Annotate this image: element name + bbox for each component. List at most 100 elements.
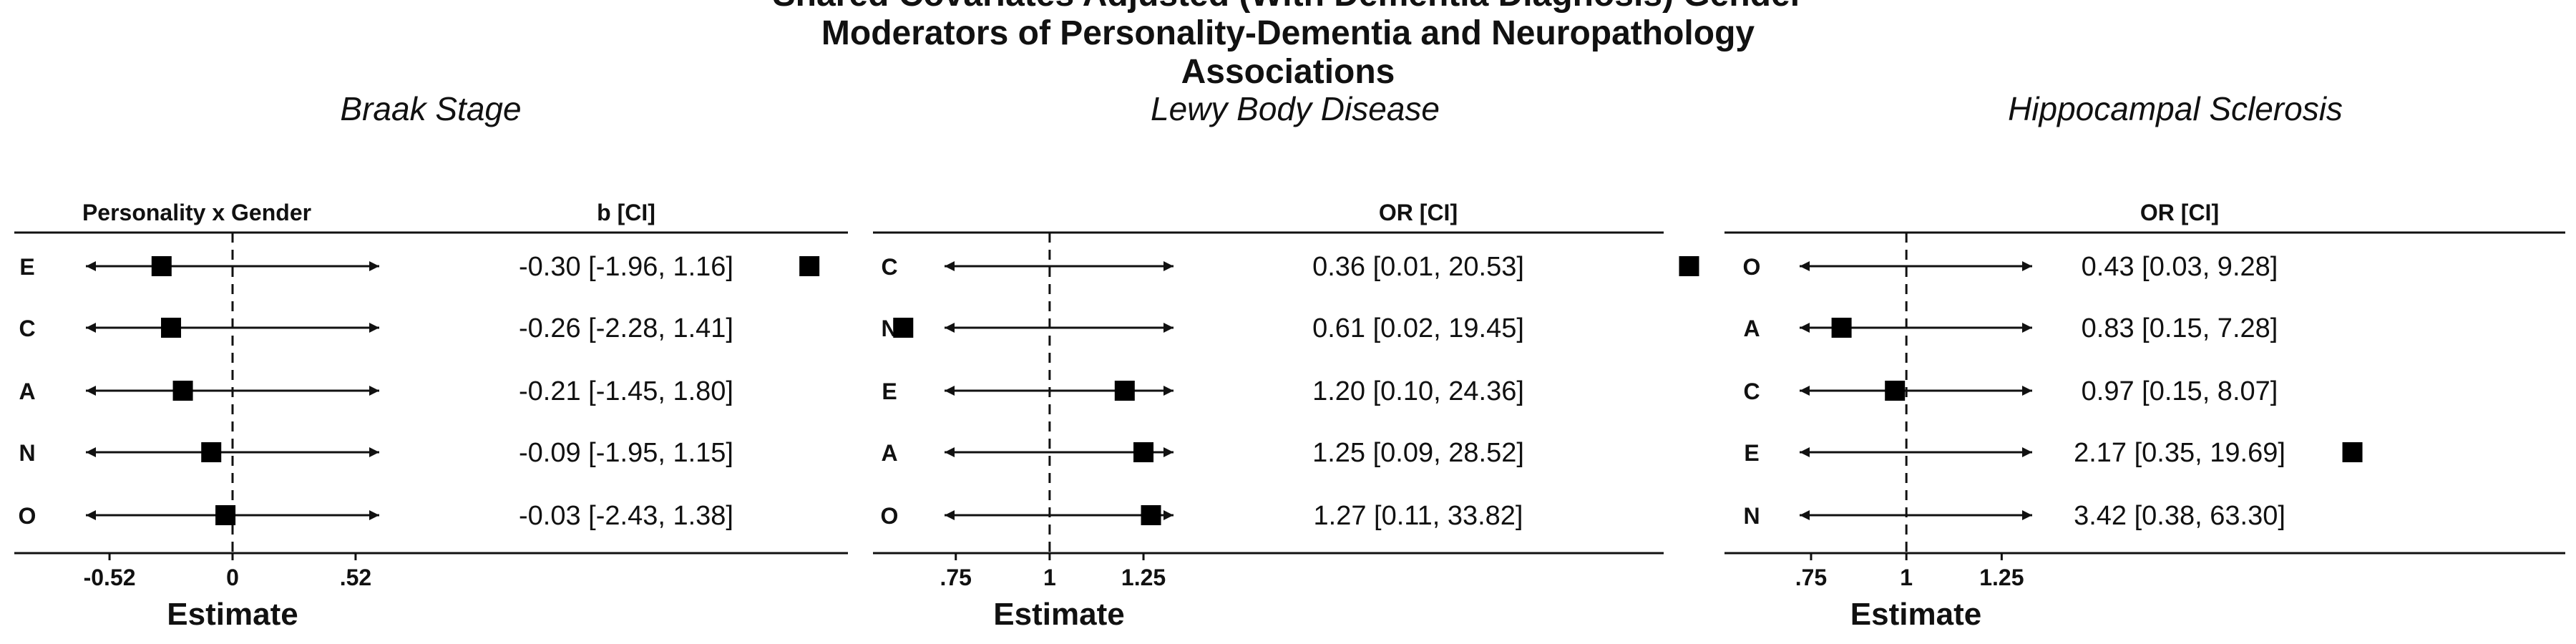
x-axis-label: Estimate <box>993 597 1124 632</box>
ci-label: 1.25 [0.09, 28.52] <box>1312 438 1524 468</box>
ci-label: 3.42 [0.38, 63.30] <box>2074 501 2285 531</box>
ci-arrow-right <box>2022 386 2032 396</box>
row-label: A <box>19 379 35 404</box>
ci-arrow-right <box>369 386 379 396</box>
point-estimate <box>1141 505 1161 525</box>
x-axis-label: Estimate <box>1850 597 1981 632</box>
forest-panel-1: Braak Stage Personality x Gender b [CI] E -0… <box>14 90 848 632</box>
ci-arrow-left <box>86 261 96 271</box>
x-tick-label: .52 <box>340 565 371 590</box>
x-tick-label: 1.25 <box>1121 565 1166 590</box>
ci-arrow-left <box>86 447 96 457</box>
ci-arrow-right <box>2022 447 2032 457</box>
figure-title-line-2: Moderators of Personality-Dementia and N… <box>821 14 1755 52</box>
figure-title-line-1: Shared Covariates Adjusted (With Dementi… <box>773 0 1804 14</box>
ci-arrow-right <box>1163 510 1174 520</box>
ci-arrow-right <box>1163 386 1174 396</box>
forest-panel-3: Hippocampal Sclerosis OR [CI] O 0.43 [0.03,… <box>1679 90 2565 632</box>
row-label: C <box>19 316 35 341</box>
row-label: E <box>19 254 34 280</box>
ci-arrow-left <box>1800 261 1810 271</box>
ci-arrow-right <box>2022 323 2032 333</box>
figure-title-line-3: Associations <box>1181 53 1395 91</box>
ci-label: 1.20 [0.10, 24.36] <box>1312 376 1524 406</box>
point-estimate <box>151 256 172 276</box>
row-label: N <box>1743 503 1760 529</box>
row-label: E <box>1744 440 1759 466</box>
ci-arrow-left <box>1800 323 1810 333</box>
row-label: N <box>19 440 35 466</box>
forest-panel-2: Lewy Body Disease OR [CI] C 0.36 [0.01, 20.… <box>799 90 1664 632</box>
x-tick-label: 1.25 <box>1979 565 2024 590</box>
ci-arrow-right <box>2022 510 2032 520</box>
ci-arrow-right <box>1163 323 1174 333</box>
panel-subtitle: Lewy Body Disease <box>1151 90 1440 127</box>
ci-header: OR [CI] <box>2140 200 2219 225</box>
row-label: C <box>1743 379 1760 404</box>
ci-label: -0.26 [-2.28, 1.41] <box>519 313 733 343</box>
x-tick-label: .75 <box>940 565 971 590</box>
ci-label: -0.09 [-1.95, 1.15] <box>519 438 733 468</box>
point-estimate <box>1885 381 1906 401</box>
row-label: C <box>881 254 897 280</box>
ci-arrow-right <box>369 510 379 520</box>
x-tick-label: -0.52 <box>84 565 136 590</box>
point-estimate <box>1133 442 1154 462</box>
row-label: A <box>881 440 897 466</box>
ci-arrow-right <box>1163 447 1174 457</box>
point-estimate <box>1114 381 1135 401</box>
row-label: A <box>1743 316 1760 341</box>
ci-label: -0.30 [-1.96, 1.16] <box>519 252 733 282</box>
point-estimate <box>799 256 820 276</box>
ci-arrow-left <box>1800 510 1810 520</box>
ci-label: 0.36 [0.01, 20.53] <box>1312 252 1524 282</box>
point-estimate <box>201 442 222 462</box>
x-axis-label: Estimate <box>167 597 298 632</box>
ci-label: 0.83 [0.15, 7.28] <box>2082 313 2278 343</box>
ci-label: -0.21 [-1.45, 1.80] <box>519 376 733 406</box>
row-header: Personality x Gender <box>82 200 311 225</box>
point-estimate <box>161 318 182 338</box>
ci-arrow-right <box>369 323 379 333</box>
x-tick-label: 1 <box>1043 565 1056 590</box>
x-tick-label: .75 <box>1795 565 1827 590</box>
ci-arrow-left <box>945 447 955 457</box>
ci-arrow-left <box>1800 386 1810 396</box>
row-label: O <box>19 503 36 529</box>
ci-arrow-right <box>369 261 379 271</box>
ci-arrow-right <box>369 447 379 457</box>
panel-subtitle: Braak Stage <box>340 90 521 127</box>
ci-arrow-left <box>945 323 955 333</box>
panel-subtitle: Hippocampal Sclerosis <box>2008 90 2343 127</box>
ci-label: 0.97 [0.15, 8.07] <box>2082 376 2278 406</box>
point-estimate <box>1679 256 1699 276</box>
x-tick-label: 1 <box>1900 565 1913 590</box>
point-estimate <box>172 381 193 401</box>
ci-arrow-left <box>86 323 96 333</box>
ci-arrow-right <box>2022 261 2032 271</box>
ci-arrow-left <box>945 261 955 271</box>
point-estimate <box>215 505 236 525</box>
ci-label: 0.43 [0.03, 9.28] <box>2082 252 2278 282</box>
x-tick-label: 0 <box>226 565 239 590</box>
ci-arrow-left <box>945 386 955 396</box>
ci-header: b [CI] <box>597 200 655 225</box>
ci-arrow-left <box>86 510 96 520</box>
row-label: O <box>1743 254 1761 280</box>
ci-label: 0.61 [0.02, 19.45] <box>1312 313 1524 343</box>
ci-arrow-left <box>945 510 955 520</box>
point-estimate <box>893 318 914 338</box>
row-label: E <box>882 379 897 404</box>
ci-arrow-right <box>1163 261 1174 271</box>
ci-header: OR [CI] <box>1379 200 1458 225</box>
ci-arrow-left <box>1800 447 1810 457</box>
row-label: O <box>881 503 899 529</box>
ci-label: 2.17 [0.35, 19.69] <box>2074 438 2285 468</box>
ci-label: 1.27 [0.11, 33.82] <box>1314 501 1523 531</box>
point-estimate <box>1831 318 1852 338</box>
ci-label: -0.03 [-2.43, 1.38] <box>519 501 733 531</box>
ci-arrow-left <box>86 386 96 396</box>
forest-panels: Braak Stage Personality x Gender b [CI] E -0… <box>14 90 2565 632</box>
point-estimate <box>2342 442 2363 462</box>
